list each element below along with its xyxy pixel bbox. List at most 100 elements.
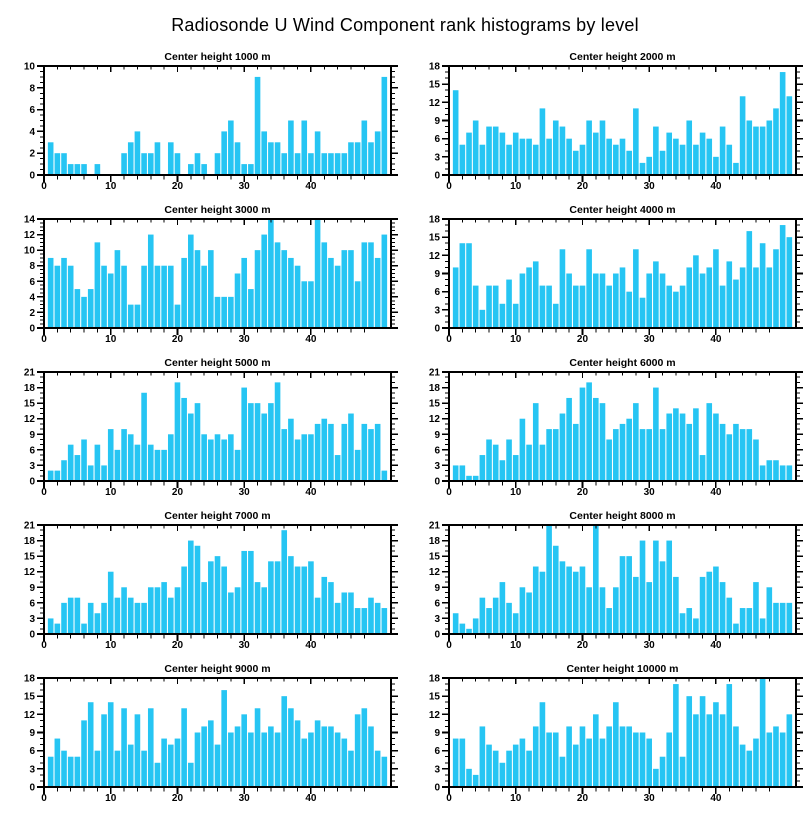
y-tick-label: 3 <box>434 461 440 472</box>
bar <box>127 304 134 328</box>
axes <box>37 218 398 335</box>
bar <box>779 465 786 481</box>
y-tick-label: 15 <box>24 552 36 563</box>
x-tick-label: 20 <box>172 334 184 345</box>
bar <box>552 545 559 634</box>
bar <box>512 744 519 787</box>
bar <box>334 455 341 481</box>
bar <box>188 164 194 175</box>
bar <box>288 556 294 634</box>
bar <box>348 142 354 175</box>
bar <box>314 423 321 481</box>
bar <box>254 708 261 787</box>
y-tick-label: 0 <box>29 630 35 641</box>
bar <box>114 250 121 328</box>
bar <box>228 120 234 175</box>
bar <box>141 750 147 787</box>
bar <box>47 142 54 175</box>
bar <box>121 587 127 634</box>
bar <box>281 429 288 481</box>
bar <box>659 273 666 328</box>
bar <box>154 449 161 481</box>
bar <box>659 561 666 634</box>
bar <box>606 608 612 634</box>
bar <box>539 571 546 634</box>
bar <box>599 120 606 175</box>
x-tick-label: 30 <box>644 487 656 498</box>
bar <box>201 434 207 481</box>
x-tick-label: 0 <box>446 487 452 498</box>
y-tick-label: 12 <box>429 251 441 262</box>
subplot-title: Center height 2000 m <box>569 51 675 63</box>
bar <box>753 439 759 481</box>
bar <box>74 289 81 328</box>
bar <box>341 423 348 481</box>
x-tick-label: 0 <box>446 793 452 804</box>
bar <box>759 678 766 787</box>
bar <box>167 142 174 175</box>
bar <box>579 566 586 634</box>
bar <box>174 738 181 787</box>
x-tick-label: 40 <box>305 487 317 498</box>
axes <box>442 677 803 794</box>
bar <box>633 403 639 481</box>
bar <box>294 566 301 634</box>
bar <box>321 576 328 634</box>
bar <box>746 120 753 175</box>
y-tick-label: 18 <box>24 536 36 547</box>
bar <box>466 243 472 328</box>
bar <box>368 242 374 328</box>
bar <box>94 613 101 634</box>
bar <box>114 449 121 481</box>
bar <box>167 744 174 787</box>
bar <box>739 267 746 328</box>
bar <box>532 566 539 634</box>
y-tick-label: 6 <box>434 445 440 456</box>
bar <box>161 582 167 634</box>
bar <box>626 556 632 634</box>
y-tick-label: 6 <box>29 598 35 609</box>
bar <box>54 153 61 175</box>
y-tick-label: 3 <box>29 764 35 775</box>
bar <box>308 153 314 175</box>
bar <box>673 291 679 328</box>
bar <box>161 738 167 787</box>
bar <box>221 131 227 175</box>
bar <box>726 434 733 481</box>
bar <box>321 726 328 787</box>
y-tick-label: 9 <box>434 116 440 127</box>
x-tick-label: 0 <box>446 181 452 192</box>
charts-grid: Center height 1000 m 0 10 20 30 40 0 2 4 6 8 10 Cent… <box>0 50 810 815</box>
bar <box>653 768 659 787</box>
y-tick-label: 6 <box>434 134 440 145</box>
bar <box>559 126 566 175</box>
bar <box>234 273 241 328</box>
bar <box>546 732 552 787</box>
subplot-title: Center height 8000 m <box>569 510 675 522</box>
y-tick-label: 9 <box>434 269 440 280</box>
y-tick-label: 18 <box>429 383 441 394</box>
bar <box>693 144 699 175</box>
bar <box>261 234 268 328</box>
y-tick-label: 15 <box>429 399 441 410</box>
bar <box>459 243 466 328</box>
bar <box>248 403 254 481</box>
x-tick-label: 0 <box>41 181 47 192</box>
bar <box>101 602 107 634</box>
bar <box>539 108 546 175</box>
bar <box>314 597 321 634</box>
y-tick-label: 6 <box>29 746 35 757</box>
bar <box>526 592 532 634</box>
bar <box>141 392 147 481</box>
bar <box>194 403 201 481</box>
bar <box>61 750 67 787</box>
y-tick-label: 21 <box>429 521 441 532</box>
bar <box>308 561 314 634</box>
bar <box>321 153 328 175</box>
bar <box>74 164 81 175</box>
bar <box>181 397 187 481</box>
bar <box>532 144 539 175</box>
bar <box>321 242 328 328</box>
bar <box>572 423 579 481</box>
bar <box>121 153 127 175</box>
